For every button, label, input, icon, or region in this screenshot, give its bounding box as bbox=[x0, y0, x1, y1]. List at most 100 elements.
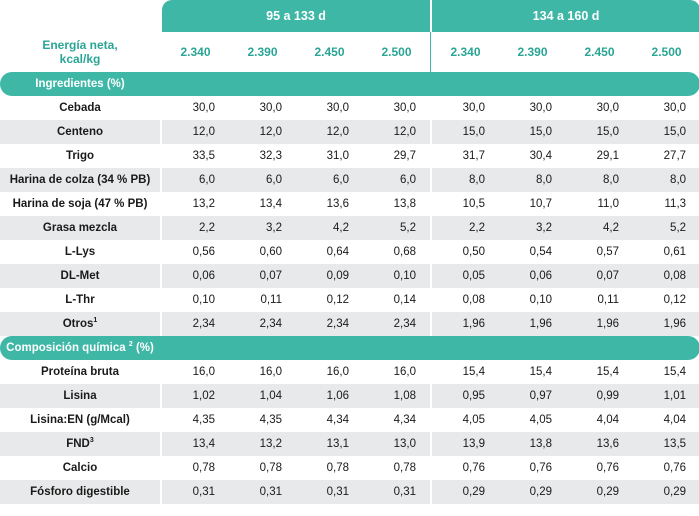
table-cell: 2,34 bbox=[296, 312, 363, 336]
table-cell: 12,0 bbox=[363, 120, 431, 144]
table-cell: 1,96 bbox=[566, 312, 634, 336]
table-cell: 4,34 bbox=[326, 414, 349, 426]
row-label: Trigo bbox=[0, 144, 160, 168]
table-row: Lisina:EN (g/Mcal) 4,35 4,35 4,34 4,34 4,05 4,… bbox=[0, 408, 699, 432]
table-cell: 15,4 bbox=[529, 366, 553, 378]
row-label: Otros1 bbox=[0, 312, 160, 336]
table-cell: 6,0 bbox=[296, 168, 363, 192]
table-cell: 15,0 bbox=[432, 120, 500, 144]
table-row: Grasa mezcla 2,2 3,2 4,2 5,2 2,2 3,2 4,2 5,2 bbox=[0, 216, 699, 240]
row-label: FND3 bbox=[0, 432, 160, 456]
table-cell: 0,09 bbox=[296, 264, 363, 288]
table-cell: 0,10 bbox=[192, 294, 215, 306]
table-cell: 31,7 bbox=[462, 150, 486, 162]
table-row: Centeno 12,0 12,0 12,0 12,0 15,0 15,0 15,0 15,0 bbox=[0, 120, 699, 144]
section-title: Composición química 2 (%) bbox=[0, 336, 160, 360]
table-cell: 13,0 bbox=[363, 432, 431, 456]
table-cell: 33,5 bbox=[192, 150, 215, 162]
row-label-text: Harina de soja (47 % PB) bbox=[12, 198, 148, 210]
header-row: 95 a 133 d 134 a 160 d bbox=[0, 0, 699, 32]
table-cell: 30,4 bbox=[529, 150, 553, 162]
table-row: Harina de soja (47 % PB) 13,2 13,4 13,6 13,8… bbox=[0, 192, 699, 216]
table-cell: 8,0 bbox=[432, 168, 500, 192]
row-label-text: Proteína bruta bbox=[41, 366, 119, 378]
table-cell: 0,31 bbox=[162, 480, 229, 504]
table-cell: 16,0 bbox=[326, 366, 349, 378]
table-cell: 8,0 bbox=[566, 168, 634, 192]
table-cell: 3,2 bbox=[499, 216, 567, 240]
table-cell: 0,12 bbox=[663, 294, 687, 306]
table-cell: 13,8 bbox=[393, 198, 417, 210]
row-label-text: Harina de colza (34 % PB) bbox=[9, 174, 151, 186]
table-row: Lisina 1,02 1,04 1,06 1,08 0,95 0,97 0,99 1,01 bbox=[0, 384, 699, 408]
table-cell: 29,7 bbox=[393, 150, 417, 162]
table-cell: 13,8 bbox=[499, 432, 567, 456]
section-title-text: Composición química bbox=[6, 342, 126, 354]
table-cell: 0,14 bbox=[393, 294, 417, 306]
table-cell: 30,0 bbox=[393, 102, 417, 114]
table-cell: 13,6 bbox=[326, 198, 349, 210]
table-cell: 4,35 bbox=[259, 414, 282, 426]
table-cell: 0,07 bbox=[566, 264, 634, 288]
table-cell: 30,0 bbox=[462, 102, 486, 114]
table-cell: 30,0 bbox=[192, 102, 215, 114]
energy-value: 2.500 bbox=[381, 45, 412, 59]
energy-value: 2.450 bbox=[314, 45, 345, 59]
section-title-suffix: (%) bbox=[132, 342, 154, 354]
table-cell: 6,0 bbox=[229, 168, 296, 192]
table-cell: 0,11 bbox=[260, 294, 282, 306]
table-cell: 8,0 bbox=[499, 168, 567, 192]
table-cell: 15,0 bbox=[499, 120, 567, 144]
section-header-row: Ingredientes (%) bbox=[0, 72, 699, 96]
table-cell: 4,04 bbox=[663, 414, 687, 426]
row-label: DL-Met bbox=[0, 264, 160, 288]
table-cell: 5,2 bbox=[633, 216, 699, 240]
table-row: Cebada 30,0 30,0 30,0 30,0 30,0 30,0 30,0 30,0 bbox=[0, 96, 699, 120]
table-cell: 30,0 bbox=[663, 102, 687, 114]
row-label: Fósforo digestible bbox=[0, 480, 160, 504]
table-cell: 0,29 bbox=[499, 480, 567, 504]
table-cell: 1,01 bbox=[633, 384, 699, 408]
section-title-text: Ingredientes (%) bbox=[35, 78, 125, 90]
row-label: Calcio bbox=[0, 456, 160, 480]
table-cell: 13,2 bbox=[229, 432, 296, 456]
table-row: Otros1 2,34 2,34 2,34 2,34 1,96 1,96 1,96 1,96 bbox=[0, 312, 699, 336]
table-cell: 0,60 bbox=[259, 246, 282, 258]
table-cell: 6,0 bbox=[363, 168, 431, 192]
row-label-text: Otros bbox=[62, 318, 94, 330]
table-cell: 27,7 bbox=[663, 150, 687, 162]
table-cell: 11,0 bbox=[597, 198, 620, 210]
section-header-row: Composición química 2 (%) bbox=[0, 336, 699, 360]
table-cell: 1,06 bbox=[296, 384, 363, 408]
row-label-text: L-Thr bbox=[65, 294, 95, 306]
table-cell: 0,06 bbox=[162, 264, 229, 288]
energy-value: 2.340 bbox=[180, 45, 211, 59]
table-cell: 29,1 bbox=[596, 150, 620, 162]
table-cell: 8,0 bbox=[633, 168, 699, 192]
table-cell: 0,54 bbox=[529, 246, 553, 258]
row-label-text: Lisina bbox=[63, 390, 97, 402]
table-cell: 0,76 bbox=[596, 462, 620, 474]
table-cell: 10,7 bbox=[529, 198, 553, 210]
energy-value: 2.340 bbox=[450, 45, 481, 59]
row-label: Lisina:EN (g/Mcal) bbox=[0, 408, 160, 432]
table-cell: 4,2 bbox=[566, 216, 634, 240]
period-header-2: 134 a 160 d bbox=[432, 0, 699, 32]
table-cell: 12,0 bbox=[296, 120, 363, 144]
row-label: Harina de soja (47 % PB) bbox=[0, 192, 160, 216]
table-cell: 15,0 bbox=[633, 120, 699, 144]
table-cell: 0,31 bbox=[296, 480, 363, 504]
table-cell: 13,4 bbox=[162, 432, 229, 456]
table-cell: 30,0 bbox=[259, 102, 282, 114]
row-label-text: Cebada bbox=[59, 102, 101, 114]
row-label: Grasa mezcla bbox=[0, 216, 160, 240]
row-label-text: Trigo bbox=[65, 150, 95, 162]
table-row: Calcio 0,78 0,78 0,78 0,78 0,76 0,76 0,76 0,76 bbox=[0, 456, 699, 480]
table-cell: 0,10 bbox=[363, 264, 431, 288]
table-cell: 15,0 bbox=[566, 120, 634, 144]
table-cell: 0,31 bbox=[229, 480, 296, 504]
table-cell: 0,64 bbox=[326, 246, 349, 258]
table-cell: 13,2 bbox=[192, 198, 215, 210]
energy-value: 2.450 bbox=[584, 45, 615, 59]
table-cell: 0,29 bbox=[633, 480, 699, 504]
